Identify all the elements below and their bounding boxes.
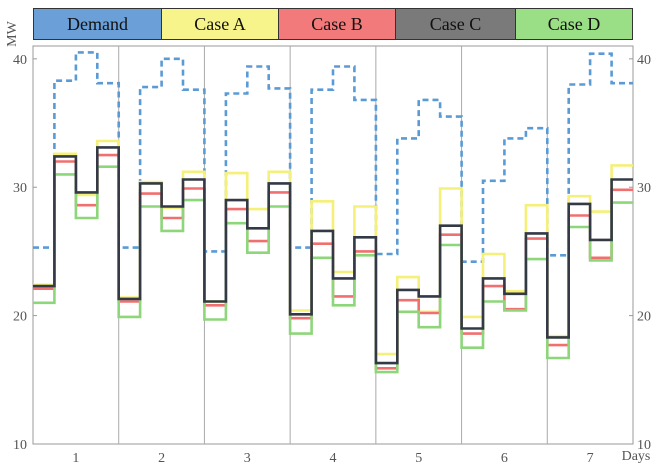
x-tick-label: 5: [415, 451, 422, 466]
y-tick-label-right: 30: [637, 181, 651, 196]
y-tick-label-right: 20: [637, 310, 651, 325]
legend-label: Demand: [67, 13, 128, 34]
y-tick-label-right: 10: [637, 438, 651, 453]
legend-item-case-c: Case C: [395, 8, 516, 40]
y-tick-label-left: 40: [13, 53, 27, 68]
legend-label: Case B: [311, 13, 363, 34]
y-tick-label-left: 10: [13, 438, 27, 453]
x-tick-label: 2: [158, 451, 165, 466]
x-axis-label: Days: [622, 449, 651, 464]
x-tick-label: 4: [330, 451, 337, 466]
x-tick-label: 7: [587, 451, 594, 466]
series-case-c: [33, 146, 633, 365]
legend-item-case-b: Case B: [278, 8, 396, 40]
y-tick-label-right: 40: [637, 53, 651, 68]
plot-frame: [32, 45, 634, 445]
y-tick-label-left: 30: [13, 181, 27, 196]
legend-label: Case D: [547, 13, 601, 34]
x-tick-label: 6: [501, 451, 508, 466]
y-tick-label-left: 20: [13, 310, 27, 325]
x-tick-label: 3: [244, 451, 251, 466]
plot-border: [32, 45, 634, 445]
legend-item-case-d: Case D: [515, 8, 633, 40]
y-axis-label: MW: [5, 20, 20, 46]
legend-item-demand: Demand: [33, 8, 162, 40]
legend-label: Case C: [429, 13, 482, 34]
tick-layer: 10 10 20 20 30 30 40 40 1 2 3 4 5 6 7: [13, 53, 651, 466]
legend-label: Case A: [194, 13, 246, 34]
x-tick-label: 1: [72, 451, 79, 466]
legend-item-case-a: Case A: [161, 8, 279, 40]
series-layer: [33, 51, 633, 374]
